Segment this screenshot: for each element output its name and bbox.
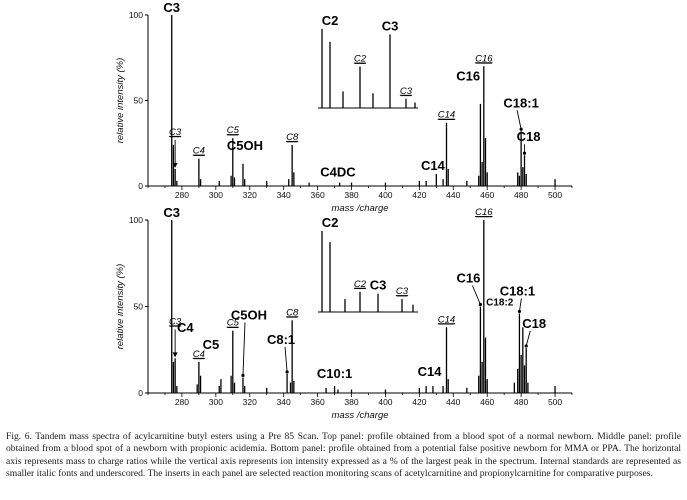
arrow-head xyxy=(519,127,523,131)
x-tick-label: 280 xyxy=(175,397,189,407)
x-tick-label: 340 xyxy=(277,397,291,407)
analyte-label: C14 xyxy=(418,364,443,379)
inset-internal-standard-label: C3 xyxy=(400,86,413,97)
internal-standard-label: C8 xyxy=(286,132,299,143)
arrow-head xyxy=(285,370,289,374)
label-arrow xyxy=(284,346,288,373)
internal-standard-label: C5 xyxy=(227,318,240,329)
x-tick-label: 280 xyxy=(175,190,189,200)
x-tick-label: 420 xyxy=(412,397,426,407)
analyte-label: C18:1 xyxy=(503,95,538,110)
x-tick-label: 400 xyxy=(378,397,392,407)
x-axis-title: mass /charge xyxy=(331,410,388,420)
analyte-label: C3 xyxy=(163,205,180,220)
inset-internal-standard-label: C3 xyxy=(396,286,409,297)
analyte-label: C18 xyxy=(517,129,541,144)
x-tick-label: 400 xyxy=(378,190,392,200)
inset-srm-scan: C2 C3 C2 C3 xyxy=(318,13,418,109)
analyte-label: C3 xyxy=(163,0,180,15)
analyte-label: C18:1 xyxy=(500,283,535,298)
label-arrow xyxy=(472,285,481,305)
inset-analyte-label: C2 xyxy=(322,215,339,230)
y-tick-label: 0 xyxy=(138,388,143,398)
label-arrow xyxy=(242,322,246,376)
internal-standard-label: C16 xyxy=(475,207,493,218)
x-tick-label: 440 xyxy=(446,397,460,407)
x-tick-label: 440 xyxy=(446,190,460,200)
inset-internal-standard-label: C2 xyxy=(354,54,367,65)
analyte-label: C8:1 xyxy=(267,332,295,347)
y-tick-label: 100 xyxy=(129,215,143,225)
analyte-label: C5OH xyxy=(231,307,267,322)
x-tick-label: 340 xyxy=(277,190,291,200)
x-axis-title: mass /charge xyxy=(331,203,388,214)
x-tick-label: 360 xyxy=(311,190,325,200)
chart-panel-bottom: 0 50 100 280 300 320 340 360 380 400 420 440 460 480 5… xyxy=(115,205,573,420)
y-tick-label: 100 xyxy=(129,10,143,20)
internal-standard-label: C16 xyxy=(475,53,493,64)
arrow-head xyxy=(172,352,178,358)
internal-standard-label: C3 xyxy=(169,316,182,327)
x-tick-label: 420 xyxy=(412,190,426,200)
x-tick-label: 500 xyxy=(548,190,562,200)
y-tick-label: 50 xyxy=(134,96,144,106)
analyte-label: C16 xyxy=(456,69,480,84)
inset-analyte-label: C3 xyxy=(382,18,399,33)
analyte-label: C10:1 xyxy=(317,366,352,381)
x-tick-label: 320 xyxy=(243,397,257,407)
inset-analyte-label: C3 xyxy=(370,278,387,293)
internal-standard-label: C14 xyxy=(438,110,455,121)
internal-standard-label: C14 xyxy=(438,314,455,325)
inset-internal-standard-label: C2 xyxy=(354,279,367,290)
arrow-head xyxy=(241,373,245,378)
analyte-label: C18:2 xyxy=(486,297,514,308)
chart-panel-top: 0 50 100 280 300 320 340 360 380 400 420 440 460 480 5… xyxy=(115,0,573,214)
x-tick-label: 320 xyxy=(243,190,257,200)
arrow-head xyxy=(522,151,527,155)
y-axis-title: relative intensity (%) xyxy=(115,58,126,144)
figure-caption: Fig. 6. Tandem mass spectra of acylcarni… xyxy=(6,431,681,480)
x-tick-label: 300 xyxy=(209,397,223,407)
x-tick-label: 360 xyxy=(311,397,325,407)
analyte-label: C14 xyxy=(421,158,446,173)
y-tick-label: 50 xyxy=(134,302,144,312)
figure: 0 50 100 280 300 320 340 360 380 400 420 440 460 480 5… xyxy=(115,0,573,420)
x-tick-label: 380 xyxy=(344,190,358,200)
internal-standard-label: C5 xyxy=(227,125,240,136)
analyte-label: C4 xyxy=(177,320,194,335)
analyte-label: C4DC xyxy=(320,165,356,180)
internal-standard-label: C8 xyxy=(286,307,299,318)
arrow-head xyxy=(517,309,522,314)
x-tick-label: 480 xyxy=(514,397,528,407)
x-tick-label: 460 xyxy=(480,397,494,407)
arrow-head xyxy=(172,162,178,168)
analyte-label: C16 xyxy=(456,271,480,286)
x-tick-label: 300 xyxy=(209,190,223,200)
x-tick-label: 480 xyxy=(514,190,528,200)
x-tick-label: 460 xyxy=(480,190,494,200)
x-tick-label: 380 xyxy=(344,397,358,407)
y-tick-label: 0 xyxy=(138,181,143,191)
arrow-head xyxy=(478,302,483,307)
y-axis-title: relative intensity (%) xyxy=(115,264,126,350)
label-arrow xyxy=(516,110,522,130)
arrow-head xyxy=(524,344,528,348)
analyte-label: C5OH xyxy=(227,138,263,153)
analyte-label: C18 xyxy=(522,316,546,331)
internal-standard-label: C3 xyxy=(169,127,182,138)
label-arrow xyxy=(518,298,522,312)
internal-standard-label: C4 xyxy=(193,349,205,360)
internal-standard-label: C4 xyxy=(193,146,205,157)
x-tick-label: 500 xyxy=(548,397,562,407)
label-arrow xyxy=(525,330,531,347)
analyte-label: C5 xyxy=(203,337,220,352)
inset-analyte-label: C2 xyxy=(322,13,339,28)
